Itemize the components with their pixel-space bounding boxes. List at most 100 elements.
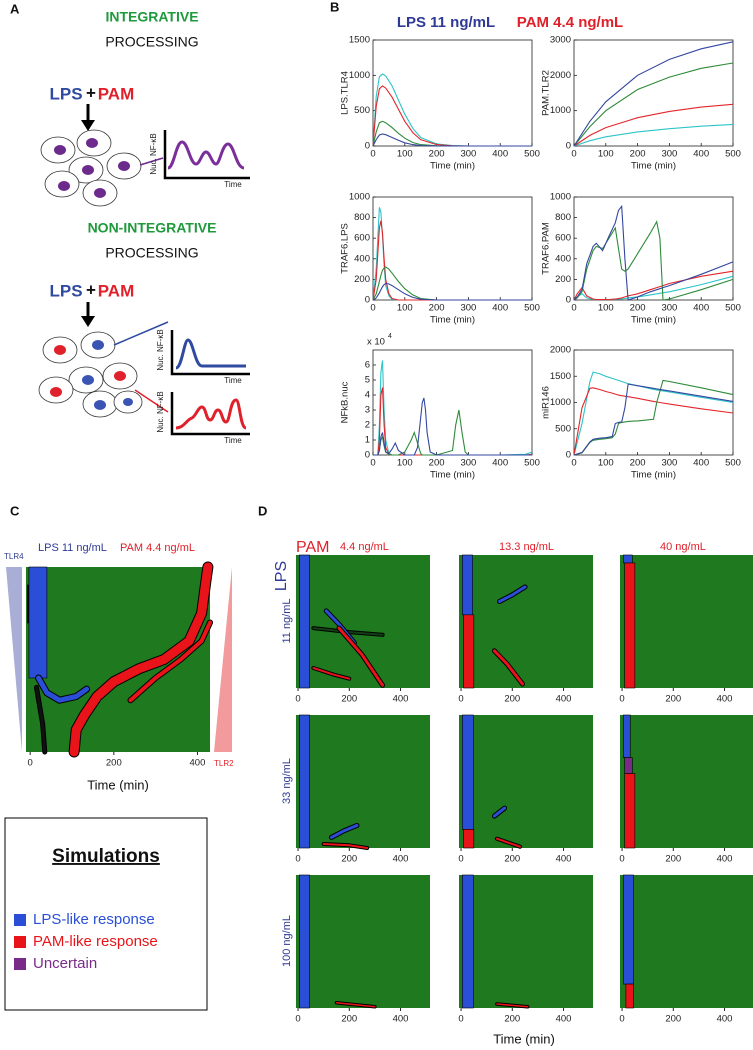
mini-xlabel: Time [224,180,242,189]
mini-ylabel: Nuc. NF-κB [149,133,158,174]
y-tick-label: 1 [365,435,370,446]
heatmap-c [26,561,214,758]
series-line [573,41,734,147]
x-tick-label: 400 [556,694,572,705]
tlr4-wedge [6,567,22,752]
x-axis-label: Time (min) [631,315,676,326]
heatmap-band [463,829,475,849]
c-pam: PAM 4.4 ng/mL [120,542,195,554]
lps-dose: 33 ng/mL [281,758,293,804]
x-tick-label: 200 [429,458,445,469]
connector [113,321,169,346]
y-axis-label: TRAF6.PAM [541,222,552,275]
x-tick-label: 0 [571,149,576,160]
heatmap-bg [296,875,430,1008]
c-xlabel: Time (min) [87,777,149,792]
heatmap-band [299,714,310,849]
a-title: INTEGRATIVE [105,9,198,25]
y-scale: x 10 [367,337,385,348]
x-tick-label: 0 [458,1014,463,1025]
mini-plot [170,330,250,436]
x-tick-label: 200 [630,303,646,314]
heatmap-band [28,566,48,679]
x-tick-label: 100 [397,303,413,314]
x-tick-label: 500 [524,458,540,469]
connector [134,389,169,413]
x-tick-label: 300 [661,458,677,469]
x-tick-label: 400 [393,854,409,865]
y-tick-label: 400 [354,253,370,264]
series-line [372,133,532,147]
heatmap-band [623,874,634,985]
legend-label: Uncertain [33,955,97,972]
series-line [573,123,734,147]
x-tick-label: 0 [571,303,576,314]
heatmap-bg [459,715,593,848]
heatmap-streak [498,585,527,603]
heatmap-band [624,773,636,849]
heatmap-band [299,554,310,689]
heatmap-streak [36,675,90,703]
x-tick-label: 200 [665,854,681,865]
mini-ylabel: Nuc. NF-κB [156,329,165,370]
heatmap-band [624,562,636,689]
heatmap-band [625,983,634,1009]
heatmap-band [623,714,631,758]
x-tick-label: 300 [661,149,677,160]
panel-label: C [10,503,20,518]
y-tick-label: 400 [555,253,571,264]
y-tick-label: 0 [365,450,370,461]
heatmap-d [459,874,593,1009]
x-tick-label: 0 [370,458,375,469]
b-pam-header: PAM 4.4 ng/mL [517,14,623,31]
x-tick-label: 100 [598,149,614,160]
heatmap-d [296,874,430,1009]
x-tick-label: 400 [393,694,409,705]
axes-box [573,39,734,147]
x-tick-label: 200 [504,1014,520,1025]
legend-swatch [14,958,26,970]
y-tick-label: 2 [365,420,370,431]
plus: + [86,83,96,102]
legend-label: PAM-like response [33,933,158,950]
x-tick-label: 200 [429,149,445,160]
x-tick-label: 300 [460,303,476,314]
d-xlabel: Time (min) [493,1031,555,1046]
series-line [573,383,734,456]
cells [38,331,143,418]
y-tick-label: 1000 [550,397,571,408]
c-tlr2: TLR2 [214,759,234,768]
y-tick-label: 1500 [349,35,370,46]
series-line [573,62,734,147]
y-axis-label: miR146 [541,386,552,419]
x-tick-label: 0 [370,149,375,160]
y-tick-label: 4 [365,390,370,401]
heatmap-band [463,614,475,689]
x-tick-label: 0 [458,854,463,865]
y-tick-label: 3000 [550,35,571,46]
x-axis-label: Time (min) [631,470,676,481]
heatmap-bg [459,555,593,688]
heatmap-d [459,554,593,689]
pam-dose: 40 ng/mL [660,541,706,553]
lps-label: LPS [49,84,82,103]
c-lps: LPS 11 ng/mL [38,542,107,554]
panel-label: D [258,503,267,518]
x-tick-label: 200 [665,1014,681,1025]
c-tlr4: TLR4 [4,552,24,561]
heatmap-band [623,554,633,564]
x-tick-label: 400 [492,303,508,314]
panel-label: A [10,1,20,16]
heatmap-band [624,757,633,774]
x-tick-label: 0 [295,1014,300,1025]
x-tick-label: 500 [725,303,741,314]
series-line [372,282,532,301]
axes-box [573,196,734,301]
y-tick-label: 1000 [349,70,370,81]
x-tick-label: 300 [460,458,476,469]
x-tick-label: 400 [556,1014,572,1025]
y-tick-label: 200 [555,274,571,285]
x-tick-label: 500 [524,303,540,314]
mini-xlabel: Time [224,436,242,445]
